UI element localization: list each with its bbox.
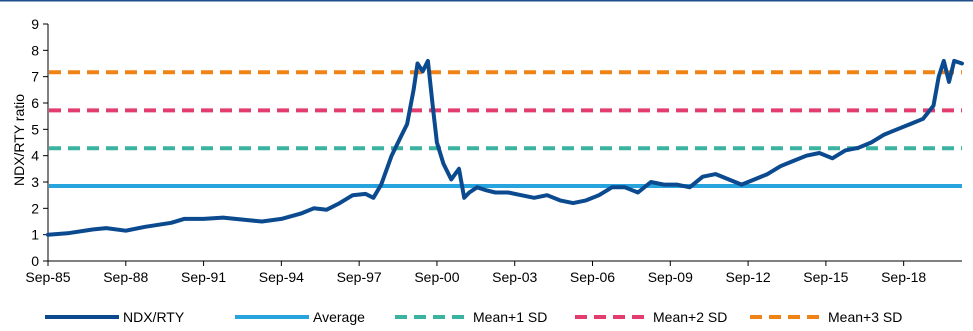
y-tick-label: 1 bbox=[31, 227, 39, 243]
legend: NDX/RTY Average Mean+1 SD Mean+2 SD Mean+3 S… bbox=[45, 309, 902, 325]
y-tick-label: 8 bbox=[31, 42, 39, 58]
y-tick-label: 7 bbox=[31, 69, 39, 85]
legend-label: Mean+3 SD bbox=[828, 309, 902, 325]
x-tick-label: Sep-06 bbox=[570, 269, 615, 285]
y-tick-label: 3 bbox=[31, 174, 39, 190]
y-axis-title: NDX/RTY ratio bbox=[11, 94, 27, 186]
legend-label: Mean+2 SD bbox=[653, 309, 727, 325]
y-tick-label: 0 bbox=[31, 253, 39, 269]
x-tick-label: Sep-94 bbox=[259, 269, 304, 285]
legend-item: Mean+1 SD bbox=[395, 309, 547, 325]
x-tick-label: Sep-03 bbox=[492, 269, 537, 285]
x-tick-label: Sep-88 bbox=[103, 269, 148, 285]
y-tick-label: 5 bbox=[31, 121, 39, 137]
y-tick-label: 9 bbox=[31, 16, 39, 32]
legend-item: Mean+2 SD bbox=[575, 309, 727, 325]
series-line-ndx-rty bbox=[46, 58, 964, 237]
x-tick-label: Sep-85 bbox=[25, 269, 70, 285]
legend-label: Mean+1 SD bbox=[473, 309, 547, 325]
x-tick-label: Sep-12 bbox=[726, 269, 771, 285]
x-tick-label: Sep-00 bbox=[414, 269, 459, 285]
legend-item: Average bbox=[235, 309, 365, 325]
plot-area: 0 1 2 3 4 5 6 7 8 9 Sep-85 Sep-88 Sep-91 Sep-94 Sep-97… bbox=[25, 16, 964, 285]
x-tick-label: Sep-15 bbox=[803, 269, 848, 285]
x-tick-label: Sep-91 bbox=[181, 269, 226, 285]
x-tick-label: Sep-09 bbox=[648, 269, 693, 285]
legend-label: Average bbox=[313, 309, 365, 325]
y-tick-label: 2 bbox=[31, 200, 39, 216]
y-tick-label: 6 bbox=[31, 95, 39, 111]
legend-item: Mean+3 SD bbox=[750, 309, 902, 325]
legend-label: NDX/RTY bbox=[123, 309, 185, 325]
x-tick-label: Sep-18 bbox=[881, 269, 926, 285]
x-tick-label: Sep-97 bbox=[337, 269, 382, 285]
y-tick-label: 4 bbox=[31, 148, 39, 164]
legend-item: NDX/RTY bbox=[45, 309, 185, 325]
